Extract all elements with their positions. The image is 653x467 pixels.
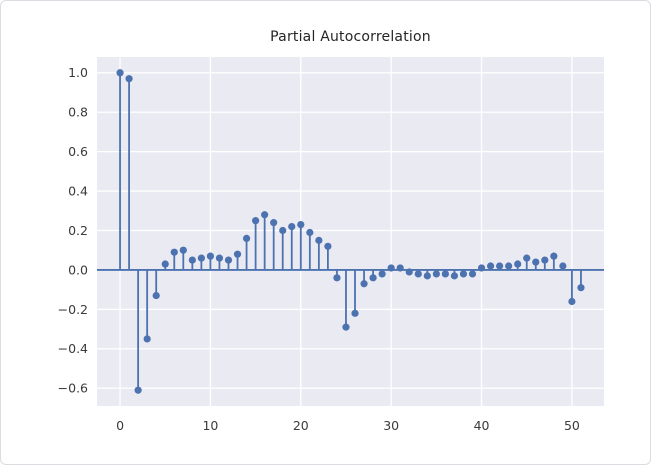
marker-lag-36 <box>441 270 449 278</box>
y-tick-label-0.2: 0.2 <box>68 223 88 238</box>
marker-lag-25 <box>342 323 350 331</box>
marker-lag-10 <box>206 252 215 260</box>
marker-lag-11 <box>215 254 224 262</box>
marker-lag-8 <box>188 256 196 264</box>
x-tick-label-50: 50 <box>564 418 580 433</box>
marker-lag-22 <box>315 236 323 244</box>
marker-lag-42 <box>496 262 504 270</box>
marker-lag-39 <box>468 270 477 278</box>
y-tick-label-−0.4: −0.4 <box>58 341 88 356</box>
marker-lag-40 <box>477 264 486 272</box>
marker-lag-28 <box>369 274 377 282</box>
marker-lag-1 <box>125 75 133 83</box>
marker-lag-31 <box>396 264 404 272</box>
marker-lag-9 <box>197 254 205 262</box>
marker-lag-51 <box>577 284 585 292</box>
marker-lag-33 <box>414 270 422 278</box>
marker-lag-14 <box>242 234 251 243</box>
marker-lag-48 <box>550 252 558 260</box>
marker-lag-50 <box>568 297 576 306</box>
marker-lag-18 <box>279 226 287 235</box>
axes-background <box>97 57 604 406</box>
marker-lag-41 <box>486 262 495 270</box>
marker-lag-4 <box>152 291 160 300</box>
chart-title: Partial Autocorrelation <box>270 29 431 45</box>
marker-lag-46 <box>532 258 540 266</box>
marker-lag-44 <box>514 260 522 268</box>
marker-lag-23 <box>324 242 332 250</box>
y-tick-label-0.8: 0.8 <box>68 105 88 120</box>
marker-lag-45 <box>523 254 531 262</box>
y-tick-label-1.0: 1.0 <box>68 65 88 80</box>
marker-lag-29 <box>378 270 386 278</box>
marker-lag-6 <box>170 248 178 256</box>
x-tick-label-20: 20 <box>293 418 309 433</box>
marker-lag-43 <box>505 262 513 270</box>
marker-lag-49 <box>559 262 567 270</box>
y-tick-label-0.0: 0.0 <box>68 262 88 277</box>
marker-lag-47 <box>541 256 549 264</box>
marker-lag-19 <box>288 222 296 231</box>
marker-lag-3 <box>143 335 151 343</box>
marker-lag-16 <box>261 211 269 219</box>
marker-lag-37 <box>450 272 459 280</box>
y-tick-label-0.4: 0.4 <box>68 183 88 198</box>
marker-lag-24 <box>333 274 341 282</box>
marker-lag-21 <box>306 228 314 237</box>
marker-lag-38 <box>459 270 468 278</box>
marker-lag-12 <box>224 256 233 264</box>
y-tick-label-−0.2: −0.2 <box>58 302 88 317</box>
marker-lag-35 <box>432 270 440 278</box>
marker-lag-32 <box>405 268 413 276</box>
marker-lag-30 <box>387 264 395 272</box>
marker-lag-17 <box>270 219 278 227</box>
x-tick-label-40: 40 <box>474 418 490 433</box>
marker-lag-13 <box>233 250 242 258</box>
marker-lag-26 <box>351 309 359 317</box>
marker-lag-27 <box>360 280 368 288</box>
y-tick-label-−0.6: −0.6 <box>58 381 88 396</box>
marker-lag-0 <box>116 69 124 77</box>
x-tick-label-10: 10 <box>202 418 218 433</box>
x-tick-label-0: 0 <box>116 418 124 433</box>
marker-lag-20 <box>297 220 305 229</box>
marker-lag-7 <box>179 246 187 254</box>
x-tick-label-30: 30 <box>383 418 399 433</box>
marker-lag-34 <box>423 272 431 280</box>
marker-lag-5 <box>161 260 169 268</box>
marker-lag-2 <box>134 386 142 394</box>
y-tick-label-0.6: 0.6 <box>68 144 88 159</box>
marker-lag-15 <box>252 217 260 225</box>
